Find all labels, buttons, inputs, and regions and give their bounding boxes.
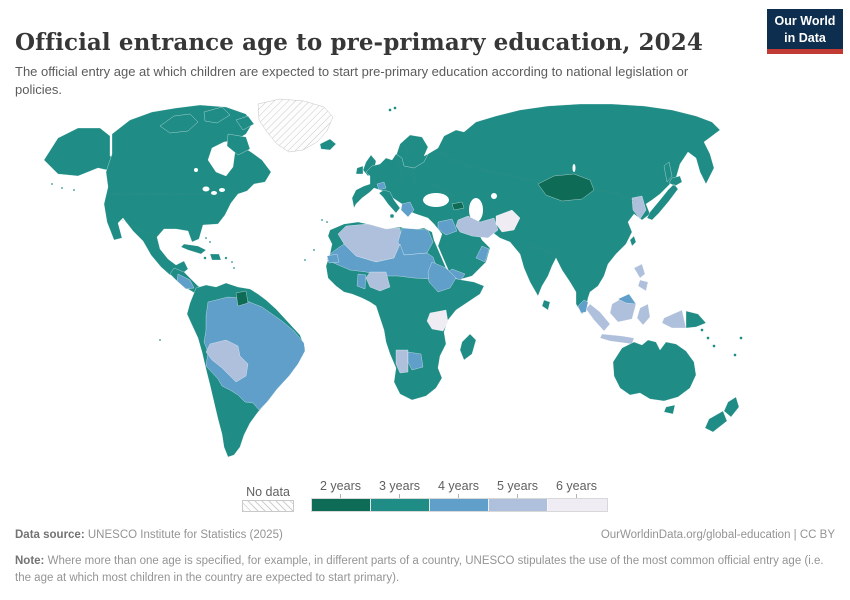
region-australia[interactable]	[612, 339, 697, 415]
legend-swatch-2-years[interactable]	[312, 499, 371, 511]
region-philippines[interactable]	[633, 263, 649, 292]
region-papua-new-guinea[interactable]	[685, 310, 707, 329]
footer-note: Note: Where more than one age is specifi…	[15, 553, 830, 586]
license-link[interactable]: OurWorldinData.org/global-education | CC…	[600, 529, 835, 541]
region-iran[interactable]	[455, 215, 499, 239]
region-japan[interactable]	[646, 175, 683, 221]
legend-swatch-4-years[interactable]	[430, 499, 489, 511]
region-afghanistan[interactable]	[495, 209, 521, 233]
region-korea[interactable]	[631, 195, 647, 220]
footer-note-label: Note:	[15, 555, 45, 567]
legend-tick	[399, 494, 400, 498]
region-egypt[interactable]	[397, 227, 434, 256]
legend-tick	[340, 494, 341, 498]
region-cuba[interactable]	[180, 243, 207, 255]
region-georgia[interactable]	[451, 201, 465, 211]
region-switzerland[interactable]	[376, 181, 387, 191]
legend-tick	[458, 494, 459, 498]
legend-no-data-label: No data	[246, 485, 290, 499]
legend-swatch-3-years[interactable]	[371, 499, 430, 511]
region-borneo-malaysia[interactable]	[617, 293, 637, 305]
seas-and-lakes	[194, 164, 576, 313]
footer-note-text: Where more than one age is specified, fo…	[15, 555, 824, 584]
chart-subtitle: The official entry age at which children…	[15, 64, 689, 98]
legend-bin-5-years[interactable]: 5 years	[488, 479, 547, 498]
legend-bin-2-years[interactable]: 2 years	[311, 479, 370, 498]
map-legend: No data 2 years 3 years 4 years 5 years …	[242, 479, 608, 512]
region-italy[interactable]	[378, 189, 401, 214]
region-ethiopia[interactable]	[427, 261, 457, 293]
legend-bin-4-years[interactable]: 4 years	[429, 479, 488, 498]
owid-logo-line2: in Data	[784, 30, 826, 45]
region-iraq[interactable]	[437, 218, 458, 236]
region-oman[interactable]	[475, 245, 490, 263]
owid-logo: Our World in Data	[767, 9, 843, 54]
region-sulawesi[interactable]	[636, 303, 651, 326]
region-bolivia-paraguay[interactable]	[205, 339, 249, 383]
region-taiwan[interactable]	[629, 235, 637, 247]
small-islands	[312, 218, 329, 252]
region-suriname[interactable]	[235, 290, 249, 307]
legend-no-data-swatch[interactable]	[242, 500, 294, 512]
owid-logo-line1: Our World	[774, 14, 836, 28]
legend-bin-3-years[interactable]: 3 years	[370, 479, 429, 498]
world-choropleth-map	[43, 98, 743, 458]
region-hispaniola[interactable]	[209, 253, 222, 261]
legend-color-bar	[311, 498, 608, 512]
footer: Data source: UNESCO Institute for Statis…	[15, 529, 835, 541]
chart-title: Official entrance age to pre-primary edu…	[15, 29, 703, 57]
region-namibia[interactable]	[395, 349, 409, 374]
legend-no-data[interactable]: No data	[242, 485, 294, 512]
legend-swatch-6-years[interactable]	[548, 499, 607, 511]
region-brazil[interactable]	[203, 296, 306, 411]
region-malaysia-peninsular[interactable]	[577, 299, 589, 314]
region-caribbean-islands[interactable]	[203, 236, 236, 270]
region-iceland[interactable]	[319, 138, 337, 151]
legend-swatch-5-years[interactable]	[489, 499, 548, 511]
region-botswana[interactable]	[407, 351, 424, 371]
data-source: Data source: UNESCO Institute for Statis…	[15, 529, 283, 541]
data-source-label: Data source:	[15, 529, 85, 541]
region-guatemala-honduras-nicaragua[interactable]	[176, 273, 195, 290]
region-ghana[interactable]	[356, 273, 367, 290]
legend-bin-6-years[interactable]: 6 years	[547, 479, 606, 498]
region-eurasia[interactable]	[351, 103, 721, 315]
region-senegal[interactable]	[326, 253, 340, 264]
data-source-text: UNESCO Institute for Statistics (2025)	[87, 529, 283, 541]
country-borders	[107, 139, 637, 445]
region-arctic-islands[interactable]	[159, 106, 255, 156]
legend-tick	[517, 494, 518, 498]
region-sumatra[interactable]	[585, 303, 611, 332]
legend-tick	[576, 494, 577, 498]
region-mongolia[interactable]	[537, 173, 595, 202]
region-new-zealand[interactable]	[704, 396, 740, 433]
region-sahel-band[interactable]	[326, 243, 438, 280]
region-sakhalin[interactable]	[663, 161, 673, 183]
region-west-new-guinea[interactable]	[661, 309, 687, 329]
aleutian-islands	[50, 106, 397, 192]
region-tanzania[interactable]	[426, 309, 449, 332]
region-greece[interactable]	[400, 201, 415, 218]
atlantic-specks	[158, 258, 307, 342]
region-nigeria[interactable]	[365, 271, 391, 292]
region-greenland[interactable]	[257, 98, 334, 153]
region-sri-lanka[interactable]	[541, 299, 551, 311]
region-java[interactable]	[599, 333, 635, 345]
region-pacific-islands[interactable]	[700, 328, 743, 357]
region-sicily[interactable]	[389, 213, 395, 219]
region-madagascar[interactable]	[459, 333, 477, 361]
